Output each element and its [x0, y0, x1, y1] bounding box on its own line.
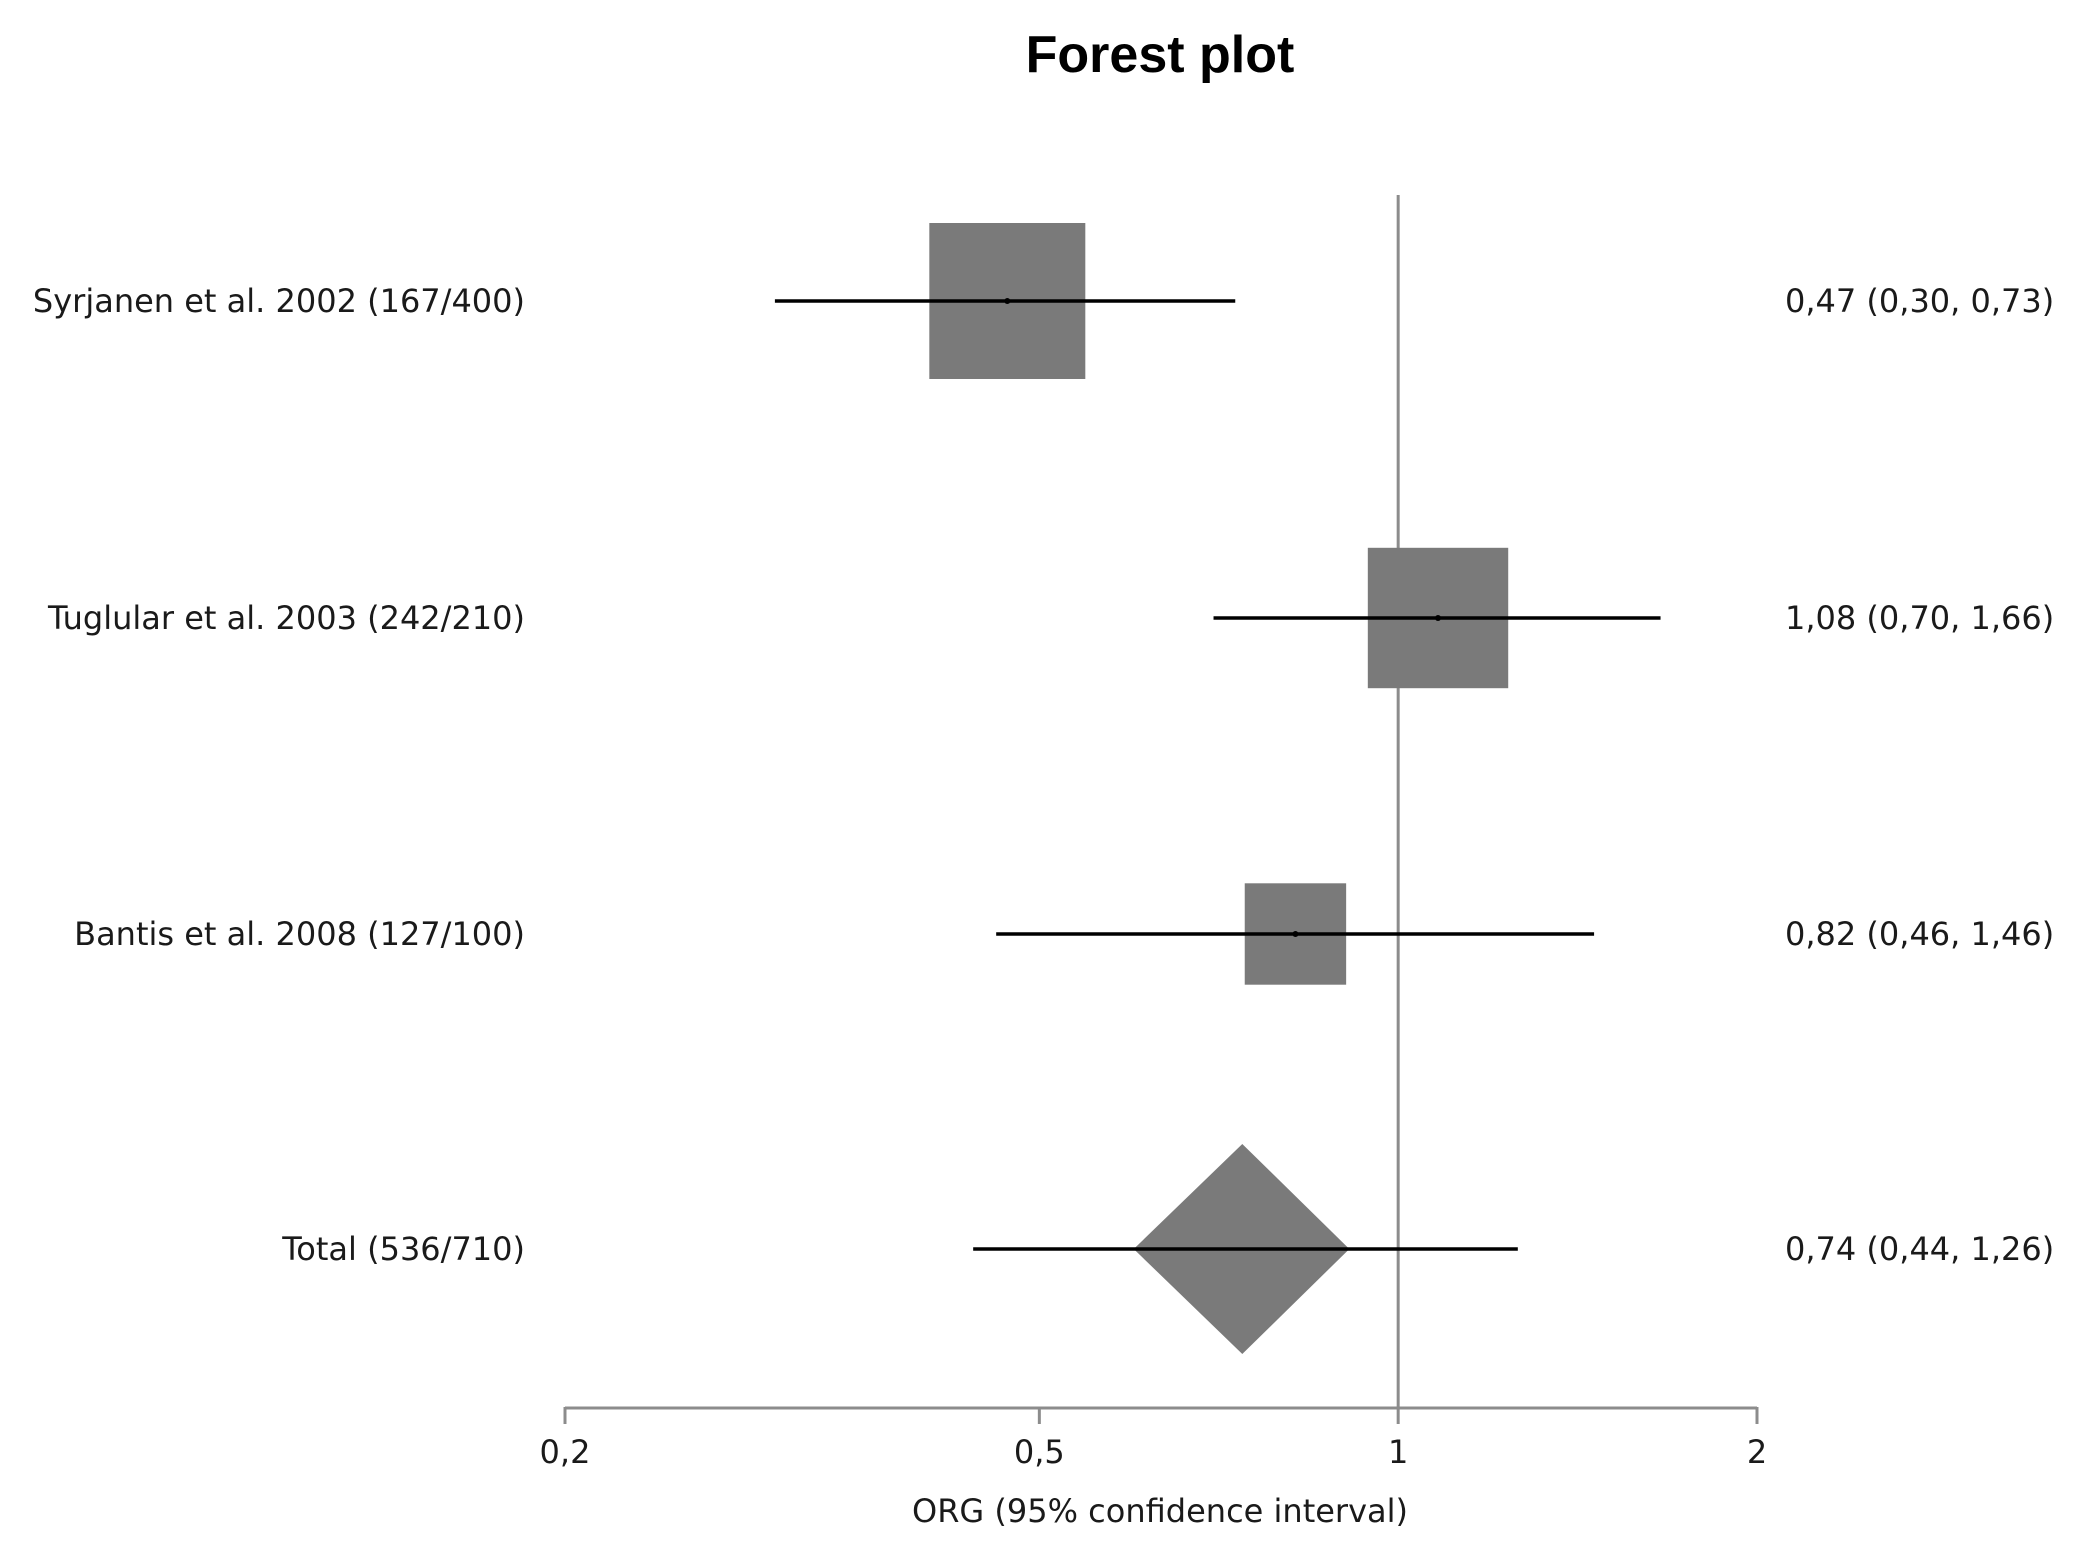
chart-title: Forest plot — [1026, 26, 1295, 84]
x-tick-label: 0,2 — [540, 1433, 591, 1471]
x-axis-label: ORG (95% confidence interval) — [912, 1492, 1408, 1530]
study-label: Total (536/710) — [281, 1230, 525, 1268]
point-estimate — [1292, 931, 1299, 937]
plot-area: Syrjanen et al. 2002 (167/400) 0,47 (0,30… — [33, 195, 2054, 1408]
study-summary: 0,74 (0,44, 1,26) — [1785, 1230, 2054, 1268]
x-tick-label: 2 — [1747, 1433, 1767, 1471]
study-label: Syrjanen et al. 2002 (167/400) — [33, 282, 525, 320]
x-axis: 0,2 0,5 1 2 — [540, 1406, 1767, 1471]
x-tick-label: 0,5 — [1014, 1433, 1065, 1471]
study-label: Bantis et al. 2008 (127/100) — [74, 915, 525, 953]
x-tick-label: 1 — [1388, 1433, 1408, 1471]
study-summary: 0,82 (0,46, 1,46) — [1785, 915, 2054, 953]
point-estimate — [1004, 298, 1011, 304]
point-estimate — [1435, 615, 1442, 621]
study-summary: 1,08 (0,70, 1,66) — [1785, 599, 2054, 637]
study-label: Tuglular et al. 2003 (242/210) — [47, 599, 525, 637]
study-summary: 0,47 (0,30, 0,73) — [1785, 282, 2054, 320]
